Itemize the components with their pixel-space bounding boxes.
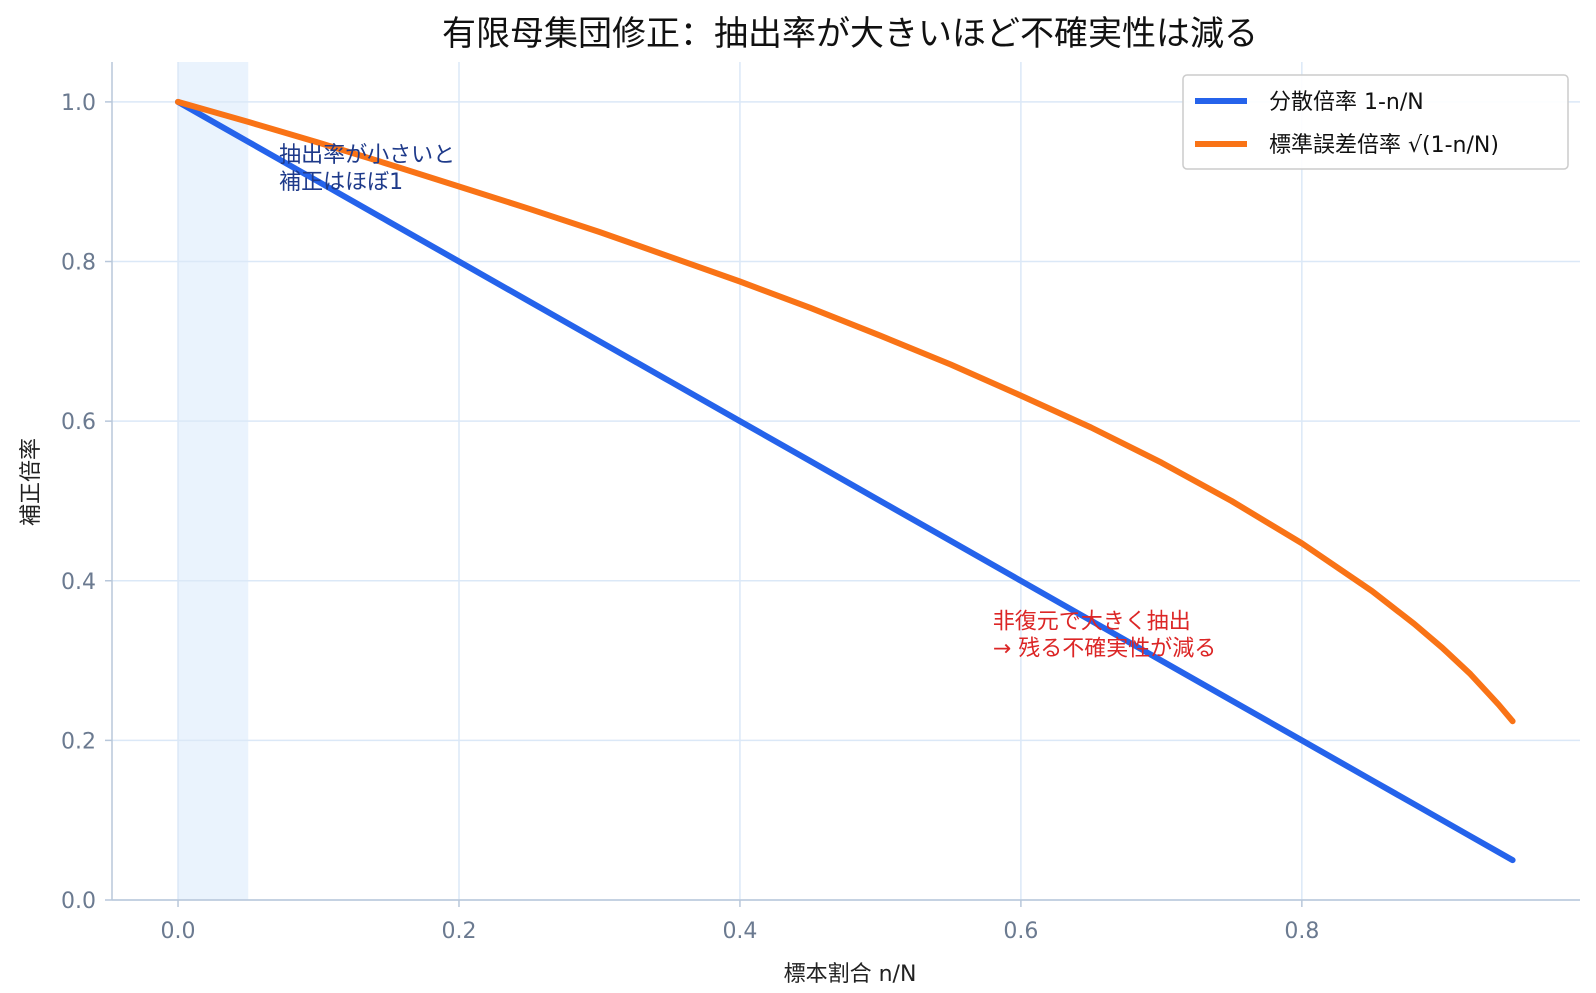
legend-box [1182, 74, 1569, 170]
shaded-region-layer [178, 62, 249, 900]
x-tick-label: 0.2 [441, 919, 476, 944]
y-tick-label: 1.0 [61, 91, 96, 116]
y-tick-label: 0.0 [61, 889, 96, 914]
x-tick-label: 0.6 [1003, 919, 1038, 944]
legend-label-2: 標準誤差倍率 √(1-n/N) [1269, 133, 1499, 158]
x-tick-label: 0.8 [1284, 919, 1319, 944]
shaded-region [178, 62, 249, 900]
x-axis-label: 標本割合 n/N [784, 962, 917, 987]
axes-layer: 0.0 0.2 0.4 0.6 0.8 0.0 0.2 0.4 0.6 0.8 1.0 [61, 62, 1580, 944]
y-tick-label: 0.6 [61, 410, 96, 435]
y-axis-label: 補正倍率 [19, 438, 44, 526]
series-line-2 [175, 98, 1516, 725]
x-tick-label: 0.0 [161, 919, 196, 944]
annotation-1-line-1: 抽出率が小さいと [279, 143, 455, 168]
y-tick-label: 0.8 [61, 251, 96, 276]
legend: 分散倍率 1-n/N 標準誤差倍率 √(1-n/N) [1182, 74, 1569, 170]
y-tick-label: 0.2 [61, 729, 96, 754]
annotation-1-line-2: 補正はほぼ1 [279, 170, 403, 195]
series-line-1 [175, 98, 1516, 864]
legend-label-1: 分散倍率 1-n/N [1269, 90, 1424, 115]
chart-title: 有限母集団修正：抽出率が大きいほど不確実性は減る [442, 14, 1258, 54]
y-tick-label: 0.4 [61, 570, 96, 595]
annotation-2-line-1: 非復元で大きく抽出 [993, 610, 1191, 635]
annotation-2-line-2: → 残る不確実性が減る [993, 637, 1216, 662]
x-tick-label: 0.4 [722, 919, 757, 944]
series-layer [175, 98, 1516, 864]
